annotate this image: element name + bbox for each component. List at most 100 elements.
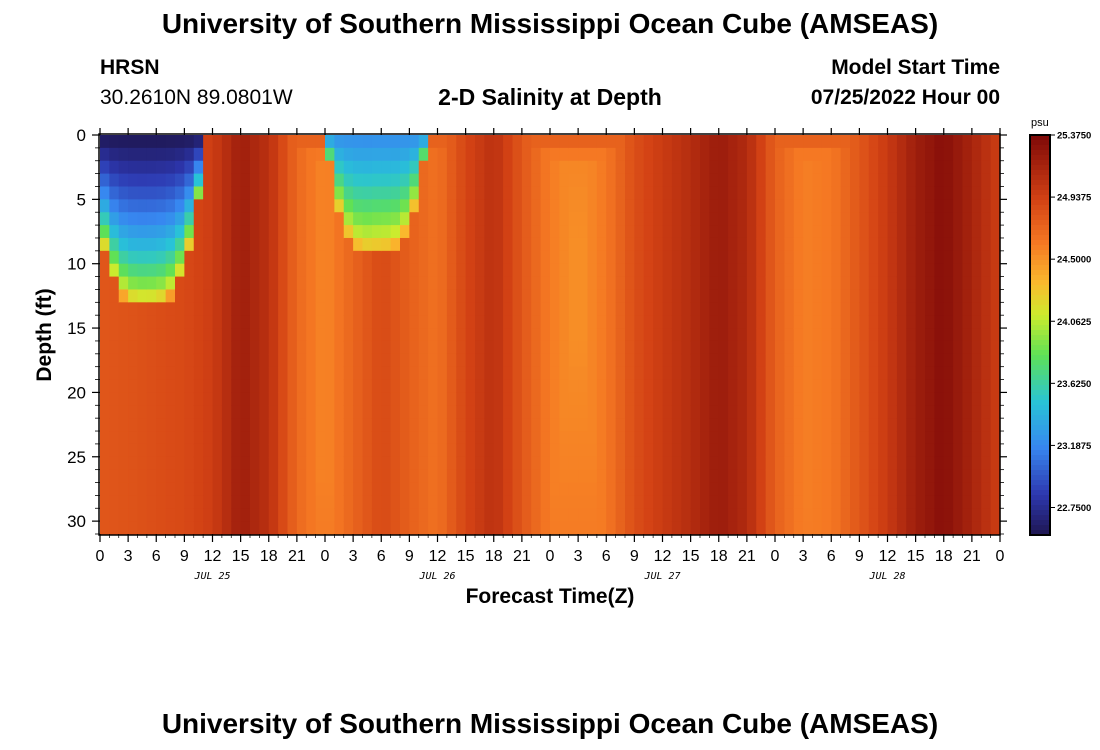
heatmap-cell xyxy=(353,135,364,149)
heatmap-cell xyxy=(765,508,776,522)
heatmap-cell xyxy=(353,237,364,252)
heatmap-cell xyxy=(990,366,1001,381)
heatmap-cell xyxy=(681,315,692,329)
heatmap-cell xyxy=(896,302,907,316)
heatmap-cell xyxy=(156,186,167,200)
heatmap-cell xyxy=(437,443,448,458)
heatmap-cell xyxy=(512,418,523,432)
heatmap-cell xyxy=(803,340,814,355)
heatmap-cell xyxy=(100,237,110,252)
heatmap-cell xyxy=(559,212,570,226)
heatmap-cell xyxy=(390,443,401,458)
heatmap-cell xyxy=(334,405,345,419)
heatmap-cell xyxy=(746,456,757,471)
heatmap-cell xyxy=(915,315,926,329)
heatmap-cell xyxy=(484,315,495,329)
heatmap-cell xyxy=(962,212,973,226)
heatmap-cell xyxy=(756,431,767,445)
heatmap-cell xyxy=(484,135,495,149)
heatmap-cell xyxy=(128,456,139,471)
heatmap-cell xyxy=(100,340,110,355)
heatmap-cell xyxy=(868,521,879,535)
heatmap-cell xyxy=(643,508,654,522)
heatmap-cell xyxy=(540,456,551,471)
heatmap-cell xyxy=(109,431,120,445)
heatmap-cell xyxy=(690,366,701,381)
heatmap-cell xyxy=(887,135,898,149)
heatmap-cell xyxy=(915,199,926,213)
heatmap-cell xyxy=(596,225,607,239)
heatmap-cell xyxy=(156,495,167,509)
heatmap-cell xyxy=(465,199,476,213)
heatmap-cell xyxy=(306,328,317,342)
heatmap-cell xyxy=(362,418,373,432)
heatmap-cell xyxy=(925,405,935,419)
heatmap-cell xyxy=(625,340,635,355)
heatmap-cell xyxy=(925,315,935,329)
heatmap-cell xyxy=(953,469,964,484)
heatmap-cell xyxy=(353,521,364,535)
heatmap-cell xyxy=(578,225,589,239)
heatmap-cell xyxy=(137,302,148,316)
heatmap-cell xyxy=(428,443,439,458)
heatmap-cell xyxy=(109,250,120,265)
heatmap-cell xyxy=(381,212,392,226)
heatmap-cell xyxy=(643,443,654,458)
heatmap-cell xyxy=(784,328,795,342)
heatmap-cell xyxy=(550,405,560,419)
heatmap-cell xyxy=(559,521,570,535)
colorbar-swatch xyxy=(1030,315,1050,321)
heatmap-cell xyxy=(512,366,523,381)
heatmap-cell xyxy=(343,173,354,188)
heatmap-cell xyxy=(521,289,532,303)
heatmap-cell xyxy=(371,237,382,252)
heatmap-cell xyxy=(100,392,110,406)
heatmap-cell xyxy=(428,250,439,265)
heatmap-cell xyxy=(240,443,251,458)
heatmap-cell xyxy=(850,160,860,175)
heatmap-cell xyxy=(184,405,195,419)
heatmap-cell xyxy=(268,508,279,522)
heatmap-cell xyxy=(212,237,223,252)
heatmap-cell xyxy=(840,443,851,458)
heatmap-cell xyxy=(821,276,832,291)
heatmap-cell xyxy=(137,495,148,509)
heatmap-cell xyxy=(400,405,410,419)
heatmap-cell xyxy=(118,199,129,213)
heatmap-cell xyxy=(934,212,945,226)
heatmap-cell xyxy=(718,469,729,484)
heatmap-cell xyxy=(718,456,729,471)
heatmap-cell xyxy=(625,315,635,329)
heatmap-cell xyxy=(981,160,992,175)
heatmap-cell xyxy=(109,392,120,406)
colorbar-swatch xyxy=(1030,135,1050,141)
heatmap-cell xyxy=(512,212,523,226)
heatmap-cell xyxy=(606,508,617,522)
heatmap-cell xyxy=(746,302,757,316)
heatmap-cell xyxy=(503,340,514,355)
heatmap-cell xyxy=(681,469,692,484)
heatmap-cell xyxy=(775,135,785,149)
heatmap-cell xyxy=(981,495,992,509)
heatmap-cell xyxy=(662,508,673,522)
heatmap-cell xyxy=(662,147,673,162)
heatmap-cell xyxy=(925,521,935,535)
heatmap-cell xyxy=(775,186,785,200)
heatmap-cell xyxy=(887,443,898,458)
heatmap-cell xyxy=(615,147,626,162)
heatmap-cell xyxy=(437,315,448,329)
heatmap-cell xyxy=(662,237,673,252)
heatmap-cell xyxy=(784,263,795,278)
heatmap-cell xyxy=(184,173,195,188)
heatmap-cell xyxy=(896,199,907,213)
heatmap-cell xyxy=(943,263,954,278)
heatmap-cell xyxy=(428,135,439,149)
heatmap-cell xyxy=(821,315,832,329)
heatmap-cell xyxy=(850,328,860,342)
heatmap-cell xyxy=(793,366,804,381)
heatmap-cell xyxy=(184,186,195,200)
heatmap-cell xyxy=(906,160,917,175)
heatmap-cell xyxy=(550,431,560,445)
heatmap-cell xyxy=(737,147,748,162)
heatmap-cell xyxy=(765,135,776,149)
